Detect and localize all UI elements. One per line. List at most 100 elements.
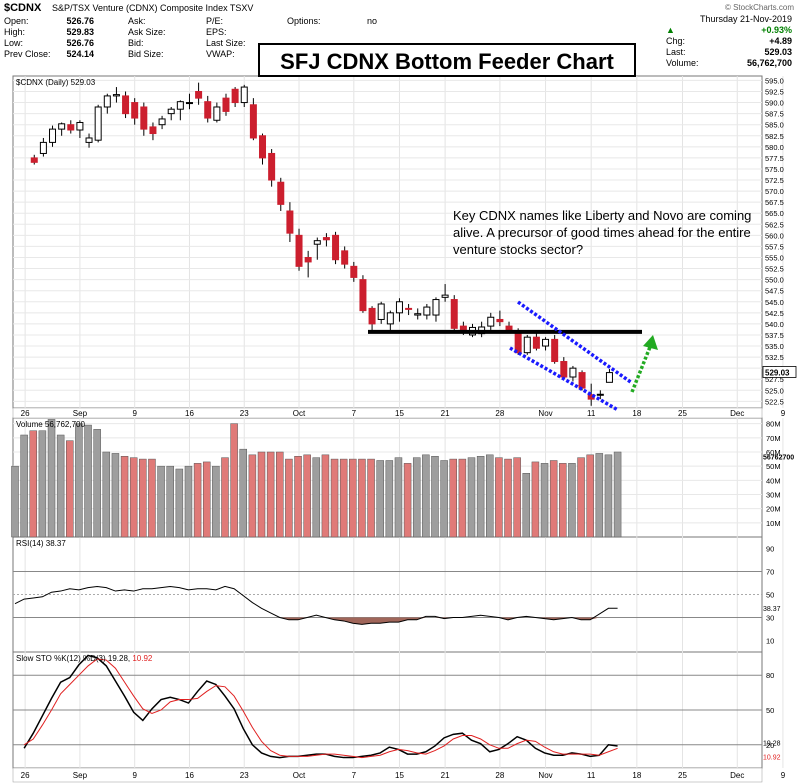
candle-body [578,372,586,389]
credit-label: © StockCharts.com [724,3,794,12]
price-tick-label: 580.0 [765,143,784,152]
volume-bar [403,463,412,538]
volume-bar [303,454,311,538]
volume-bar [440,460,448,538]
volume-bar [75,423,83,538]
volume-bar [285,458,293,538]
volume-bar [394,457,403,538]
info-ask-size: Ask Size: [128,27,166,37]
x-tick-label-top: Dec [730,409,744,418]
quote-box: Thursday 21-Nov-2019 ▲ +0.93% Chg: +4.89 … [662,14,796,74]
price-tick-label: 542.5 [765,309,784,318]
candle-body [149,126,157,135]
candle-body [222,97,230,112]
x-tick-label-bottom: 23 [240,771,249,780]
candle-body [295,234,303,267]
price-panel [30,82,658,412]
volume-bar [431,456,439,538]
info-vwap: VWAP: [206,49,235,59]
candle-body [131,102,139,119]
candle-body [167,108,175,115]
last-price-tag-box [762,366,797,378]
volume-bar [476,456,485,538]
index-description: S&P/TSX Venture (CDNX) Composite Index T… [52,3,254,13]
volume-bar [339,458,348,538]
candle-body [322,237,330,241]
sto-tick-label: 20 [766,741,774,750]
price-tick-label: 585.0 [765,121,784,130]
volume-bar [157,465,165,538]
volume-bar [56,434,65,538]
x-tick-label-bottom: 11 [587,771,596,780]
volume-bar [577,457,585,538]
volume-bar [175,468,184,538]
price-tick-label: 565.0 [765,209,784,218]
volume-bar [568,463,576,538]
candle-body [432,299,440,316]
channel-upper [516,300,634,385]
x-tick-label-bottom: 9 [781,771,786,780]
up-arrow-icon: ▲ [666,25,675,35]
price-tick-label: 527.5 [765,375,784,384]
price-tick-label: 532.5 [765,353,784,362]
info-prev-close: Prev Close: 524.14 [4,49,94,59]
candle-body [569,367,577,378]
candle-body [112,94,120,97]
x-axis-strip-top [12,407,763,419]
candle-body [49,128,57,143]
x-tick-label-top: Sep [73,409,88,418]
volume-bar [513,457,521,538]
price-tick-label: 535.0 [765,342,784,351]
info-last-size: Last Size: [206,38,246,48]
price-tick-label: 577.5 [765,154,784,163]
candle-body [103,95,111,108]
volume-bar [613,451,622,538]
last-volume-tag: 56762700 [763,455,794,462]
candle-body [213,106,221,121]
candle-body [605,372,613,383]
candle-body [67,124,75,131]
volume-bar [486,454,494,538]
x-tick-label-bottom: Oct [293,771,306,780]
volume-bar [495,457,503,538]
volume-tick-label: 60M [766,448,781,457]
volume-bar [47,419,56,538]
info-eps: EPS: [206,27,227,37]
price-tick-label: 525.0 [765,386,784,395]
volume-bar [595,453,604,538]
rsi-tick-label: 70 [766,568,774,577]
volume-bar [321,454,330,538]
volume-bar [120,456,129,538]
candle-body [368,307,376,325]
price-tick-label: 522.5 [765,397,784,406]
candle-body [268,152,276,181]
volume-bar [248,454,257,538]
candle-body [341,250,349,265]
x-tick-label-top: 28 [495,409,504,418]
x-tick-label-bottom: 9 [132,771,137,780]
breakout-arrow-shaft [630,346,652,393]
volume-bar [522,473,531,538]
sto-k-last-tag: 19.28 [763,741,781,748]
candle-body [122,95,130,115]
quote-volume: Volume: 56,762,700 [666,58,792,68]
candle-body [140,106,148,130]
candle-body [277,181,285,205]
x-tick-label-top: 15 [395,409,404,418]
candle-body [386,312,394,325]
volume-bar [531,461,540,538]
candle-body [185,102,193,105]
price-tick-label: 547.5 [765,287,784,296]
candle-body [39,141,47,154]
volume-panel [11,419,622,538]
volume-bar [184,465,193,538]
volume-tick-label: 10M [766,519,781,528]
price-tick-label: 582.5 [765,132,784,141]
sto-tick-label: 80 [766,671,774,680]
channel-lower [509,346,619,412]
volume-bar [66,440,74,538]
sto-k-line [23,654,618,759]
candle-body [313,240,321,245]
candle-body [405,307,413,310]
